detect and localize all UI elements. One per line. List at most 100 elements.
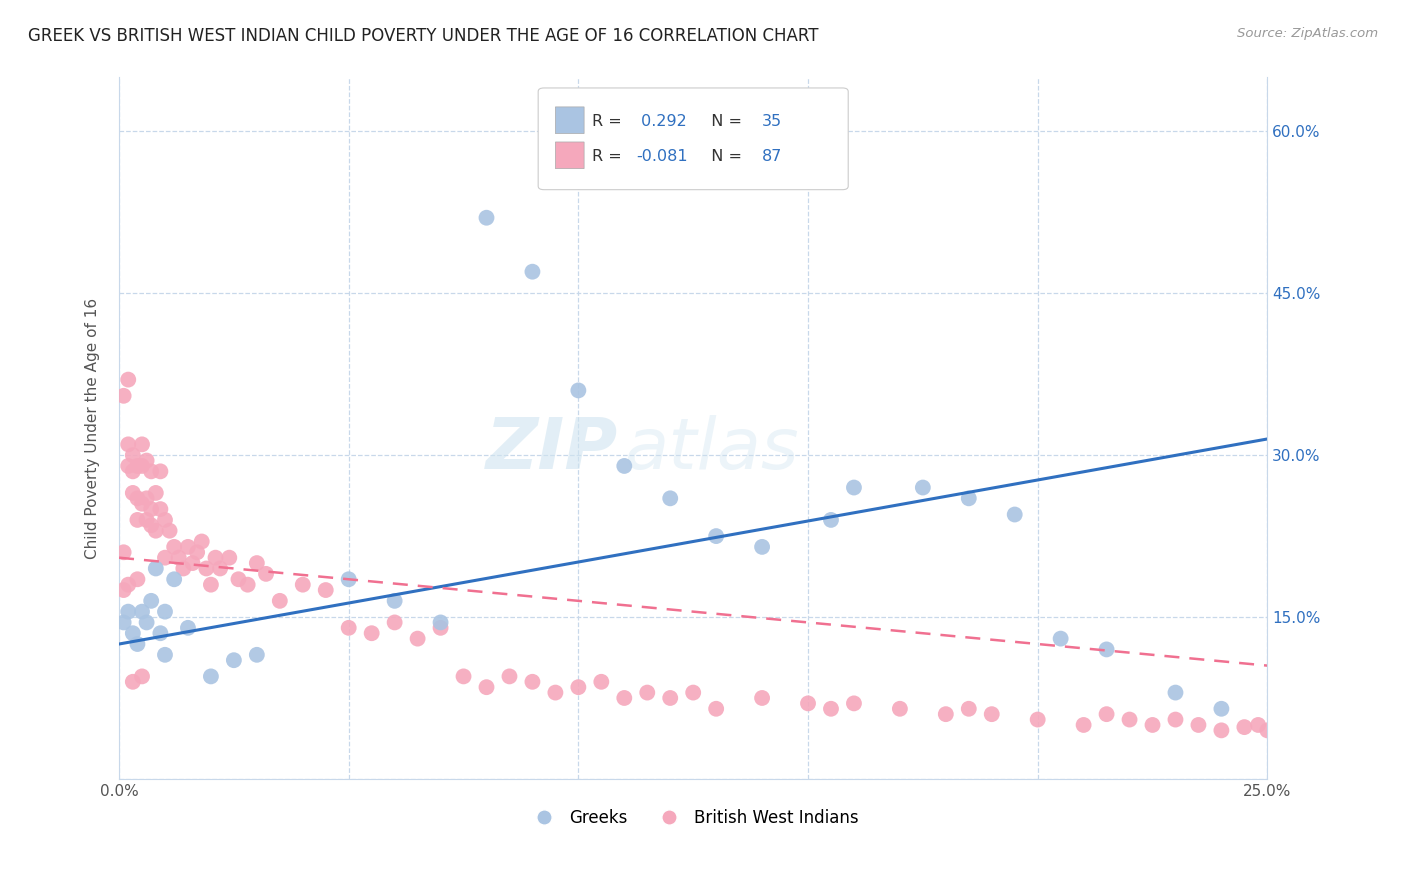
Point <box>980 707 1002 722</box>
Point <box>1095 642 1118 657</box>
Point <box>1073 718 1095 732</box>
Point <box>567 384 589 398</box>
Text: Source: ZipAtlas.com: Source: ZipAtlas.com <box>1237 27 1378 40</box>
Point <box>567 680 589 694</box>
Point <box>149 626 172 640</box>
Point <box>200 577 222 591</box>
Point <box>429 615 451 630</box>
Point <box>153 513 176 527</box>
Point <box>127 491 149 506</box>
Point <box>498 669 520 683</box>
Point <box>209 561 232 575</box>
Point <box>135 491 157 506</box>
Point <box>337 572 360 586</box>
Point <box>127 458 149 473</box>
Point <box>337 621 360 635</box>
Point <box>957 702 980 716</box>
Point <box>544 685 567 699</box>
Point <box>121 464 143 478</box>
Point <box>1004 508 1026 522</box>
Point <box>1211 723 1233 738</box>
Point <box>204 550 226 565</box>
Point <box>1049 632 1071 646</box>
Point <box>127 513 149 527</box>
Point <box>127 637 149 651</box>
Point <box>384 594 406 608</box>
Point <box>149 502 172 516</box>
Text: N =: N = <box>702 114 748 129</box>
Point <box>636 685 658 699</box>
Point <box>1256 723 1278 738</box>
Point <box>145 561 167 575</box>
Text: GREEK VS BRITISH WEST INDIAN CHILD POVERTY UNDER THE AGE OF 16 CORRELATION CHART: GREEK VS BRITISH WEST INDIAN CHILD POVER… <box>28 27 818 45</box>
Point <box>1233 720 1256 734</box>
Point <box>117 437 139 451</box>
Point <box>291 577 314 591</box>
Point <box>121 486 143 500</box>
Text: atlas: atlas <box>624 415 799 483</box>
Point <box>228 572 250 586</box>
Point <box>591 674 613 689</box>
Point <box>112 545 135 559</box>
Point <box>135 615 157 630</box>
Point <box>222 653 245 667</box>
Point <box>131 605 153 619</box>
Point <box>141 464 163 478</box>
FancyBboxPatch shape <box>555 107 583 134</box>
Point <box>751 690 773 705</box>
Text: N =: N = <box>702 149 748 164</box>
Point <box>163 540 186 554</box>
Point <box>1247 718 1270 732</box>
Point <box>820 513 842 527</box>
Point <box>1095 707 1118 722</box>
Point <box>1164 685 1187 699</box>
Point <box>141 502 163 516</box>
Point <box>751 540 773 554</box>
Point <box>127 572 149 586</box>
Point <box>842 697 865 711</box>
Point <box>159 524 181 538</box>
Point <box>842 481 865 495</box>
Point <box>153 550 176 565</box>
Point <box>149 464 172 478</box>
Point <box>475 211 498 225</box>
Point <box>254 566 277 581</box>
Point <box>360 626 382 640</box>
Point <box>1142 718 1164 732</box>
Point <box>522 674 544 689</box>
FancyBboxPatch shape <box>555 142 583 169</box>
Point <box>112 389 135 403</box>
Point <box>889 702 911 716</box>
Point <box>1164 713 1187 727</box>
Point <box>167 550 190 565</box>
Point <box>135 453 157 467</box>
Point <box>195 561 218 575</box>
Point <box>117 577 139 591</box>
Point <box>131 669 153 683</box>
Y-axis label: Child Poverty Under the Age of 16: Child Poverty Under the Age of 16 <box>86 298 100 558</box>
Point <box>153 648 176 662</box>
Point <box>121 626 143 640</box>
Point <box>522 265 544 279</box>
Point <box>181 556 204 570</box>
Point <box>177 621 200 635</box>
Point <box>236 577 259 591</box>
Text: R =: R = <box>592 114 627 129</box>
Text: 35: 35 <box>762 114 782 129</box>
Point <box>797 697 820 711</box>
Point <box>121 448 143 462</box>
Point <box>163 572 186 586</box>
Point <box>820 702 842 716</box>
Point <box>613 458 636 473</box>
Point <box>141 518 163 533</box>
Point <box>141 594 163 608</box>
Point <box>177 540 200 554</box>
Point <box>269 594 291 608</box>
Point <box>659 491 682 506</box>
Point <box>172 561 194 575</box>
Point <box>429 621 451 635</box>
Point <box>246 556 269 570</box>
Point <box>145 486 167 500</box>
Point <box>957 491 980 506</box>
Point <box>112 615 135 630</box>
